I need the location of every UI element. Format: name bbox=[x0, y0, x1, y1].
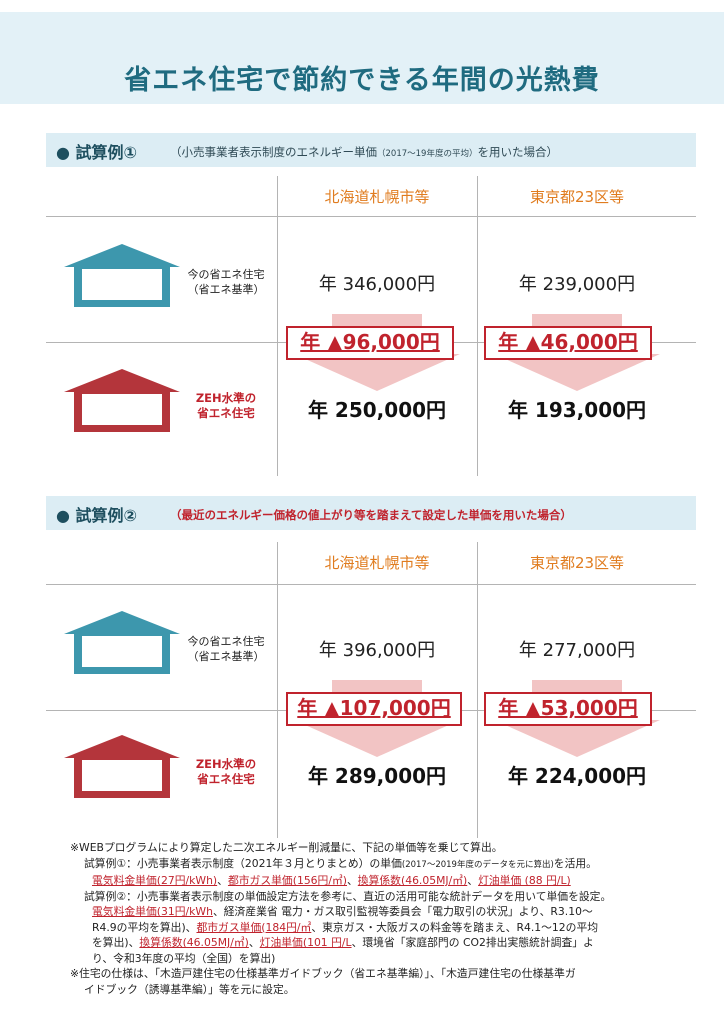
case2-region-tokyo: 東京都23区等 bbox=[529, 554, 625, 572]
case2-condition: （最近のエネルギー価格の値上がり等を踏まえて設定した単価を用いた場合） bbox=[170, 508, 572, 522]
case1-saving-tokyo: 年 ▲46,000円 bbox=[484, 326, 652, 360]
case1-col-divider-1 bbox=[277, 176, 278, 476]
note-example2-line2: 電気料金単価(31円/kWh、経済産業省 電力・ガス取引監視等委員会「電力取引の… bbox=[70, 904, 694, 920]
note-example2-line4: を算出)、換算係数(46.05MJ/㎥)、灯油単価(101 円/L、環境省「家庭… bbox=[70, 935, 694, 951]
note-example2-gas-source: 、東京ガス・大阪ガスの料金等を踏まえ、R4.1～12の平均 bbox=[311, 920, 599, 934]
note-example1-end: を活用。 bbox=[553, 856, 597, 870]
case1-row-current-line2: （省エネ基準） bbox=[187, 283, 265, 296]
unit-electricity-1: 電気料金単価(27円/kWh) bbox=[92, 874, 218, 887]
case2-row-current-line1: 今の省エネ住宅 bbox=[187, 635, 265, 648]
unit-conversion-2: 換算係数(46.05MJ/㎥) bbox=[139, 936, 249, 949]
note-example2: 試算例②：小売事業者表示制度の単価設定方法を参考に、直近の活用可能な統計データを… bbox=[84, 889, 612, 903]
case1-saving-sapporo: 年 ▲96,000円 bbox=[286, 326, 454, 360]
case2-section: ● 試算例② （最近のエネルギー価格の値上がり等を踏まえて設定した単価を用いた場… bbox=[0, 496, 724, 836]
case1-condition: （小売事業者表示制度のエネルギー単価（2017～19年度の平均）を用いた場合） bbox=[170, 144, 558, 160]
unit-gas-1: 都市ガス単価(156円/㎥) bbox=[227, 874, 347, 887]
note-example2-line5: り、令和3年度の平均（全国）を算出) bbox=[92, 951, 276, 965]
house-zeh-icon bbox=[64, 369, 180, 432]
note-spec-line2: イドブック（誘導基準編）」等を元に設定。 bbox=[84, 982, 295, 996]
case2-row-current-line2: （省エネ基準） bbox=[187, 650, 265, 663]
note-calculation: ※WEBプログラムにより算定した二次エネルギー削減量に、下記の単価等を乗じて算出… bbox=[70, 841, 503, 854]
footnotes: ※WEBプログラムにより算定した二次エネルギー削減量に、下記の単価等を乗じて算出… bbox=[70, 840, 694, 997]
case1-region-tokyo: 東京都23区等 bbox=[529, 188, 625, 206]
page-title: 省エネ住宅で節約できる年間の光熱費 bbox=[124, 65, 600, 96]
unit-kerosene-2: 灯油単価(101 円/L bbox=[259, 936, 352, 949]
case2-divider-top bbox=[46, 584, 696, 585]
case1-row-zeh-line2: 省エネ住宅 bbox=[197, 406, 255, 420]
case2-row-current-label: 今の省エネ住宅 （省エネ基準） bbox=[176, 634, 276, 664]
note-example1: 試算例①：小売事業者表示制度（2021年３月とりまとめ）の単価(2017～201… bbox=[70, 856, 694, 874]
case2-row-zeh-line1: ZEH水準の bbox=[195, 757, 257, 771]
case2-heading: ● 試算例② bbox=[56, 506, 138, 525]
house-current-icon bbox=[64, 244, 180, 307]
unit-electricity-2: 電気料金単価(31円/kWh bbox=[92, 905, 213, 918]
note-example1-units: 電気料金単価(27円/kWh)、都市ガス単価(156円/㎥)、換算係数(46.0… bbox=[92, 874, 571, 887]
unit-conversion-1: 換算係数(46.05MJ/㎥) bbox=[357, 874, 468, 887]
case2-saving-sapporo-text: 年 ▲107,000円 bbox=[297, 696, 451, 720]
case1-condition-post: を用いた場合） bbox=[477, 145, 558, 159]
note-example1-small: (2017～2019年度のデータを元に算出) bbox=[401, 859, 554, 870]
unit-gas-2: 都市ガス単価(184円/㎥ bbox=[196, 920, 312, 934]
case1-zeh-cost-sapporo: 年 250,000円 bbox=[307, 398, 447, 422]
case2-heading-band bbox=[46, 496, 696, 530]
case1-cost-current-tokyo: 年 239,000円 bbox=[518, 274, 636, 295]
case1-heading: ● 試算例① bbox=[56, 143, 138, 162]
case1-condition-small: （2017～19年度の平均） bbox=[377, 149, 478, 159]
case1-zeh-cost-tokyo: 年 193,000円 bbox=[507, 398, 647, 422]
case2-row-zeh-label: ZEH水準の 省エネ住宅 bbox=[176, 757, 276, 787]
unit-kerosene-1: 灯油単価 (88 円/L) bbox=[478, 874, 571, 887]
note-example2-kerosene-source: 、環境省「家庭部門の CO2排出実態統計調査」よ bbox=[351, 936, 594, 949]
note-example1-text: 試算例①：小売事業者表示制度（2021年３月とりまとめ）の単価 bbox=[84, 856, 402, 870]
case2-col-divider-1 bbox=[277, 542, 278, 838]
case1-section: ● 試算例① （小売事業者表示制度のエネルギー単価（2017～19年度の平均）を… bbox=[0, 133, 724, 473]
case1-row-current-line1: 今の省エネ住宅 bbox=[187, 268, 265, 281]
title-band bbox=[0, 12, 724, 104]
house-current-icon bbox=[64, 611, 180, 674]
case1-row-zeh-label: ZEH水準の 省エネ住宅 bbox=[176, 391, 276, 421]
case2-saving-tokyo-text: 年 ▲53,000円 bbox=[498, 696, 638, 720]
note-example2-line4-pre: を算出)、 bbox=[92, 936, 140, 949]
note-example2-line3: R4.9の平均を算出)、都市ガス単価(184円/㎥、東京ガス・大阪ガスの料金等を… bbox=[70, 920, 694, 936]
case2-row-zeh-line2: 省エネ住宅 bbox=[197, 772, 255, 786]
case1-row-zeh-line1: ZEH水準の bbox=[195, 391, 257, 405]
case2-region-sapporo: 北海道札幌市等 bbox=[324, 554, 430, 572]
case1-region-sapporo: 北海道札幌市等 bbox=[324, 188, 430, 206]
case2-zeh-cost-tokyo: 年 224,000円 bbox=[507, 764, 647, 788]
case2-col-divider-2 bbox=[477, 542, 478, 838]
note-example2-elec-source: 、経済産業省 電力・ガス取引監視等委員会「電力取引の状況」より、R3.10～ bbox=[212, 905, 593, 918]
case1-cost-current-sapporo: 年 346,000円 bbox=[318, 274, 436, 295]
case1-condition-pre: （小売事業者表示制度のエネルギー単価 bbox=[170, 145, 377, 159]
case2-zeh-cost-sapporo: 年 289,000円 bbox=[307, 764, 447, 788]
note-example2-line3-pre: R4.9の平均を算出)、 bbox=[92, 920, 197, 934]
case1-divider-top bbox=[46, 216, 696, 217]
note-spec-line1: ※住宅の仕様は、「木造戸建住宅の仕様基準ガイドブック（省エネ基準編）」、「木造戸… bbox=[70, 967, 576, 980]
note-example2-sep: 、 bbox=[248, 936, 260, 949]
case1-heading-band bbox=[46, 133, 696, 167]
case1-saving-sapporo-text: 年 ▲96,000円 bbox=[300, 330, 440, 354]
case2-saving-sapporo: 年 ▲107,000円 bbox=[286, 692, 462, 726]
case1-saving-tokyo-text: 年 ▲46,000円 bbox=[498, 330, 638, 354]
case2-cost-current-tokyo: 年 277,000円 bbox=[518, 640, 636, 661]
case1-col-divider-2 bbox=[477, 176, 478, 476]
case2-saving-tokyo: 年 ▲53,000円 bbox=[484, 692, 652, 726]
house-zeh-icon bbox=[64, 735, 180, 798]
case2-cost-current-sapporo: 年 396,000円 bbox=[318, 640, 436, 661]
case1-row-current-label: 今の省エネ住宅 （省エネ基準） bbox=[176, 267, 276, 297]
